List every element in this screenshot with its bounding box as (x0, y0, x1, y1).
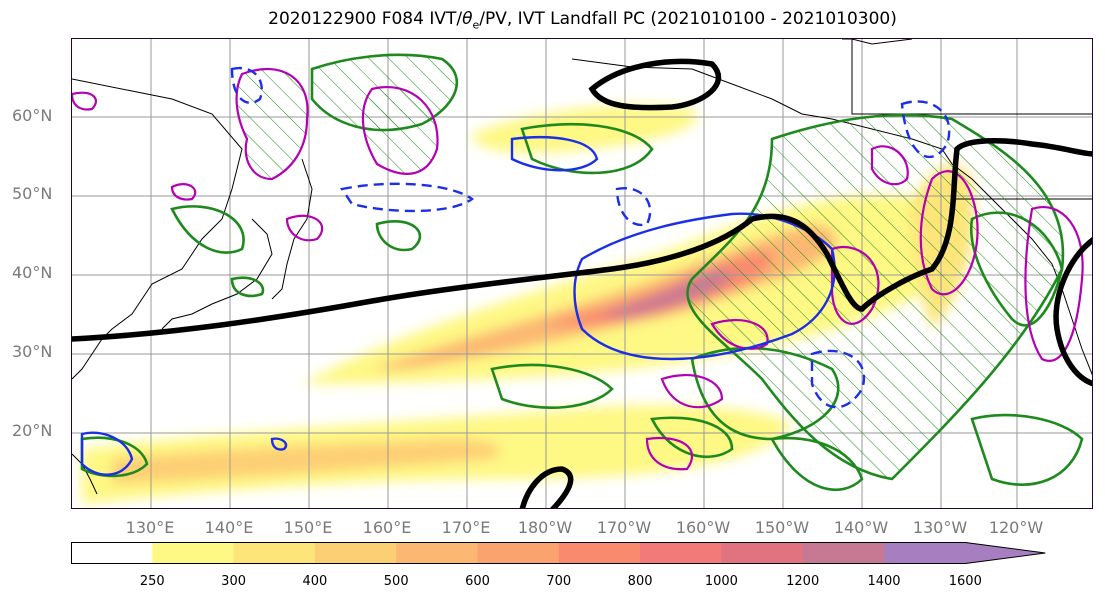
colorbar-segment (640, 542, 722, 564)
colorbar-segment (477, 542, 560, 564)
lat-label-60n: 60°N (12, 106, 53, 125)
lon-label-170e: 170°E (441, 518, 491, 537)
colorbar-tick-label: 1000 (704, 574, 738, 589)
colorbar-tick-label: 400 (302, 574, 328, 589)
pv-contours (72, 68, 1084, 471)
lat-label-30n: 30°N (12, 342, 53, 361)
colorbar-tick-label: 1200 (786, 574, 820, 589)
lat-label-50n: 50°N (12, 184, 53, 203)
colorbar-tick-label: 800 (627, 574, 653, 589)
lon-label-160e: 160°E (362, 518, 412, 537)
colorbar-extend-arrow (965, 542, 1046, 564)
plot-title: 2020122900 F084 IVT/θe/PV, IVT Landfall … (268, 9, 897, 32)
height-contours (72, 58, 1092, 508)
colorbar-outline (71, 542, 1046, 564)
colorbar-segment (71, 542, 153, 564)
colorbar-tick-label: 700 (546, 574, 572, 589)
colorbar-tick-label: 1400 (867, 574, 901, 589)
theta-e-contours (80, 66, 951, 476)
lon-label-130w: 130°W (912, 518, 968, 537)
lon-label-170w: 170°W (596, 518, 652, 537)
colorbar-tick-label: 1600 (948, 574, 982, 589)
map-panel (71, 38, 1093, 509)
lon-label-150e: 150°E (283, 518, 333, 537)
lon-label-140e: 140°E (204, 518, 254, 537)
colorbar-tick-label: 600 (465, 574, 490, 589)
lon-label-180w: 180°W (517, 518, 573, 537)
ivt-colorbar (71, 542, 1046, 564)
colorbar-segment (558, 542, 641, 564)
colorbar-segment (396, 542, 478, 564)
map-canvas (72, 39, 1092, 508)
lon-label-160w: 160°W (675, 518, 731, 537)
colorbar-segment (802, 542, 885, 564)
colorbar-segment (152, 542, 235, 564)
colorbar-tick-label: 250 (139, 574, 165, 589)
colorbar-tick-label: 300 (221, 574, 247, 589)
lat-label-40n: 40°N (12, 263, 53, 282)
lon-label-130e: 130°E (125, 518, 175, 537)
lon-label-120w: 120°W (988, 518, 1044, 537)
colorbar-segment (721, 542, 804, 564)
colorbar-segment (233, 542, 316, 564)
colorbar-tick-label: 500 (383, 574, 409, 589)
lon-label-150w: 150°W (754, 518, 810, 537)
lat-label-20n: 20°N (12, 421, 53, 440)
lon-label-140w: 140°W (833, 518, 889, 537)
colorbar-segment (884, 542, 966, 564)
colorbar-segment (314, 542, 397, 564)
